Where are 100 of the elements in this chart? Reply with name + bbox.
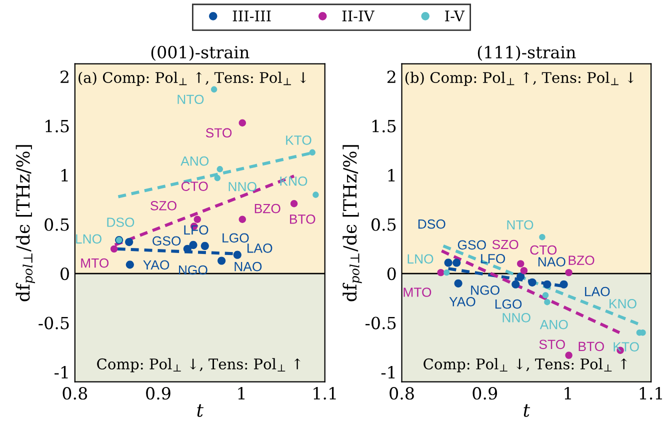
point [214, 174, 220, 182]
legend-label: I-V [445, 10, 465, 22]
y-tick-label: 1.5 [372, 120, 396, 132]
legend-label: II-IV [342, 10, 375, 22]
point [528, 278, 536, 286]
annotation: YAO [143, 260, 170, 270]
point [565, 268, 572, 276]
point [512, 280, 520, 288]
point [210, 86, 218, 92]
point [238, 119, 246, 126]
point [309, 149, 316, 156]
annotation: GSO [458, 240, 486, 250]
annotation: CTO [181, 182, 208, 191]
point [454, 279, 462, 288]
annotation: NGO [471, 286, 500, 295]
annotation: LFO [184, 225, 208, 235]
annotation: DSO [418, 219, 446, 229]
x-tick-label: 0.9 [146, 387, 170, 400]
annotation: NGO [179, 265, 208, 275]
point [544, 298, 550, 306]
annotation: NNO [502, 313, 530, 322]
annotation: GSO [152, 236, 181, 246]
legend-label: III-III [232, 10, 271, 22]
x-tick-label: 1 [564, 387, 571, 400]
x-tick-label: 1.1 [314, 387, 336, 400]
annotation: BTO [290, 214, 316, 224]
annotation: DSO [107, 218, 134, 227]
point [560, 280, 568, 288]
point [126, 260, 134, 269]
y-tick-label: -0.5 [38, 316, 69, 330]
annotation: KNO [610, 299, 636, 308]
annotation: (b) Comp: Pol$_{⊥}$ ↑, Tens: Pol$_{⊥}$ ↓ [405, 72, 634, 86]
annotation: (a) Comp: Pol$_{⊥}$ ↑, Tens: Pol$_{⊥}$ ↓ [78, 72, 306, 86]
point [183, 244, 192, 253]
annotation: SZO [492, 240, 518, 250]
x-tick-label: 1.1 [640, 387, 662, 400]
y-axis-title: df$_{pol⊥}$/dϵ [THz/%] [342, 145, 362, 302]
point [516, 260, 524, 268]
point [200, 242, 209, 250]
annotation: NAO [538, 257, 566, 267]
point [233, 250, 242, 259]
y-tick-label: -0.5 [366, 316, 396, 330]
y-tick-label: 2 [387, 70, 396, 83]
y-axis-title: df$_{pol⊥}$/dϵ [THz/%] [16, 145, 35, 302]
point [194, 216, 202, 223]
annotation: YAO [449, 297, 476, 306]
point [444, 269, 450, 276]
point [543, 280, 552, 288]
annotation: KNO [280, 176, 308, 186]
y-tick-label: 2 [60, 70, 68, 83]
point [452, 258, 461, 267]
point [437, 268, 444, 276]
y-tick-label: 0.5 [372, 218, 396, 231]
y-tick-label: -1 [54, 366, 68, 378]
point [565, 352, 572, 359]
annotation: NNO [228, 182, 256, 192]
point [290, 200, 298, 208]
annotation: SZO [150, 201, 176, 210]
point [125, 238, 134, 246]
point [444, 258, 452, 267]
annotation: NTO [178, 94, 204, 104]
annotation: ANO [540, 320, 568, 330]
x-axis-title: t [197, 404, 204, 417]
annotation: KTO [286, 136, 312, 145]
annotation: ANO [180, 156, 209, 166]
y-tick-label: 0.5 [44, 218, 69, 231]
y-tick-label: 1 [388, 169, 395, 182]
x-tick-label: 0.9 [472, 387, 498, 400]
annotation: LNO [408, 254, 434, 264]
y-tick-label: 1.5 [46, 120, 69, 132]
annotation: LAO [585, 286, 610, 296]
annotation: BZO [568, 256, 594, 265]
annotation: NAO [234, 262, 262, 272]
annotation: KTO [614, 342, 639, 352]
annotation: MTO [81, 258, 109, 268]
annotation: BZO [254, 204, 280, 214]
annotation: LFO [481, 254, 506, 264]
point [238, 216, 246, 223]
point [216, 166, 223, 172]
point [542, 292, 549, 298]
annotation: Comp: Pol$_{⊥}$ ↓, Tens: Pol$_{⊥}$ ↑ [424, 358, 627, 372]
annotation: LGO [495, 299, 522, 309]
point [218, 256, 226, 265]
chart-title: (001)-strain [151, 46, 250, 61]
chart-title: (111)-strain [478, 46, 576, 61]
point [312, 192, 319, 198]
annotation: LGO [222, 233, 249, 243]
annotation: LAO [247, 243, 272, 253]
annotation: Comp: Pol$_{⊥}$ ↓, Tens: Pol$_{⊥}$ ↑ [97, 358, 300, 372]
annotation: STO [206, 128, 232, 138]
point [516, 272, 525, 281]
y-tick-label: 1 [61, 169, 68, 182]
annotation: MTO [404, 288, 432, 297]
point [110, 245, 118, 253]
y-tick-label: -1 [381, 366, 395, 378]
annotation: NTO [507, 220, 534, 230]
annotation: STO [539, 340, 565, 350]
y-tick-label: 0 [60, 268, 69, 280]
point [520, 266, 528, 274]
x-tick-label: 0.8 [390, 387, 414, 400]
